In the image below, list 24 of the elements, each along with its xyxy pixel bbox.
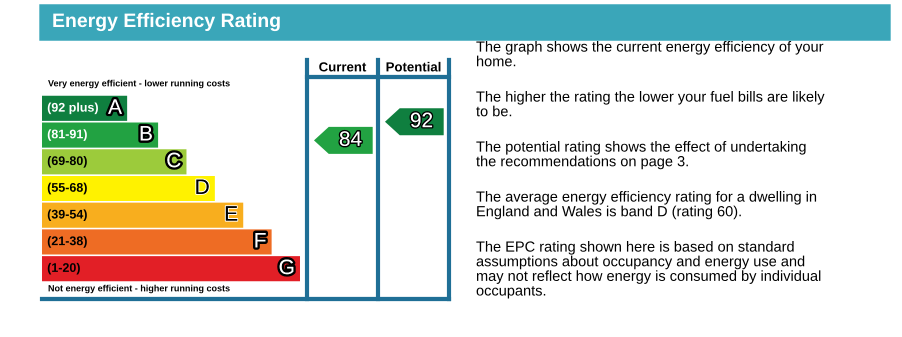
bar xyxy=(42,229,272,254)
category-label: (69-80) C xyxy=(48,152,181,168)
text: Potential xyxy=(386,62,440,72)
text: The graph shows the current energy efficiency of your home. xyxy=(476,41,824,66)
category-label: (81-91) B xyxy=(48,126,152,141)
category-label: (21-38) F xyxy=(48,232,266,248)
text: The higher the rating the lower your fuel bills are likely to be. xyxy=(476,91,825,116)
text: The average energy efficiency rating for a dwelling in England and Wales is band D (rating 60). xyxy=(476,191,816,220)
bar xyxy=(42,256,300,282)
text: Current xyxy=(319,62,366,72)
bar xyxy=(42,202,244,228)
text: Very energy efficient - lower running costs xyxy=(48,80,230,88)
bar xyxy=(42,176,215,202)
y-tick-label: (92 plus) A xyxy=(48,99,122,114)
category-label: (55-68) D xyxy=(48,180,209,194)
category-label: (39-54) E xyxy=(48,206,238,222)
category-label: (1-20) G xyxy=(48,259,294,274)
text: The potential rating shows the effect of undertaking the recommendations on page 3. xyxy=(476,141,806,170)
text: Not energy efficient - higher running costs xyxy=(48,284,230,294)
text: 84 xyxy=(340,131,362,146)
text: 92 xyxy=(410,112,432,128)
text: The EPC rating shown here is based on standard assumptions about occupancy and energy use and may not reflect how energy is consumed by individual occupants. xyxy=(476,241,820,299)
chart-title: Energy Efficiency Rating xyxy=(53,12,280,32)
bar xyxy=(42,149,186,174)
